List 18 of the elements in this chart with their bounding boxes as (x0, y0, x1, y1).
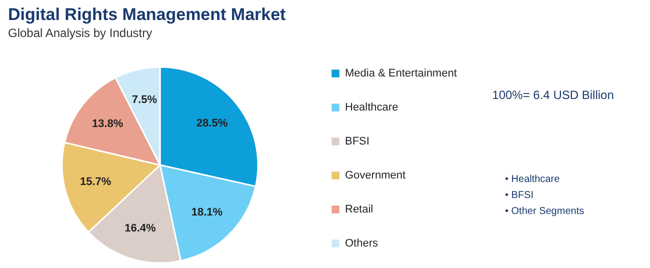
data-label: 18.1% (191, 206, 223, 218)
text: • Other Segments (505, 206, 584, 217)
chart-title: Digital Rights Management Market (8, 5, 286, 24)
legend-label: Healthcare (345, 102, 398, 114)
legend-label: Others (345, 238, 379, 250)
legend-label: BFSI (345, 136, 370, 148)
chart-subtitle: Global Analysis by Industry (8, 26, 152, 40)
legend-label: Retail (345, 204, 374, 216)
text: • Healthcare (505, 174, 560, 185)
legend-label: Media & Entertainment (345, 68, 457, 80)
data-label: 28.5% (196, 117, 228, 130)
data-label: 13.8% (92, 118, 124, 130)
text: • BFSI (505, 190, 534, 201)
data-label: 7.5% (132, 94, 158, 106)
data-label: 15.7% (80, 176, 112, 188)
data-label: 16.4% (124, 222, 156, 235)
text: 100%= 6.4 USD Billion (492, 88, 614, 102)
legend-label: Government (345, 170, 406, 182)
